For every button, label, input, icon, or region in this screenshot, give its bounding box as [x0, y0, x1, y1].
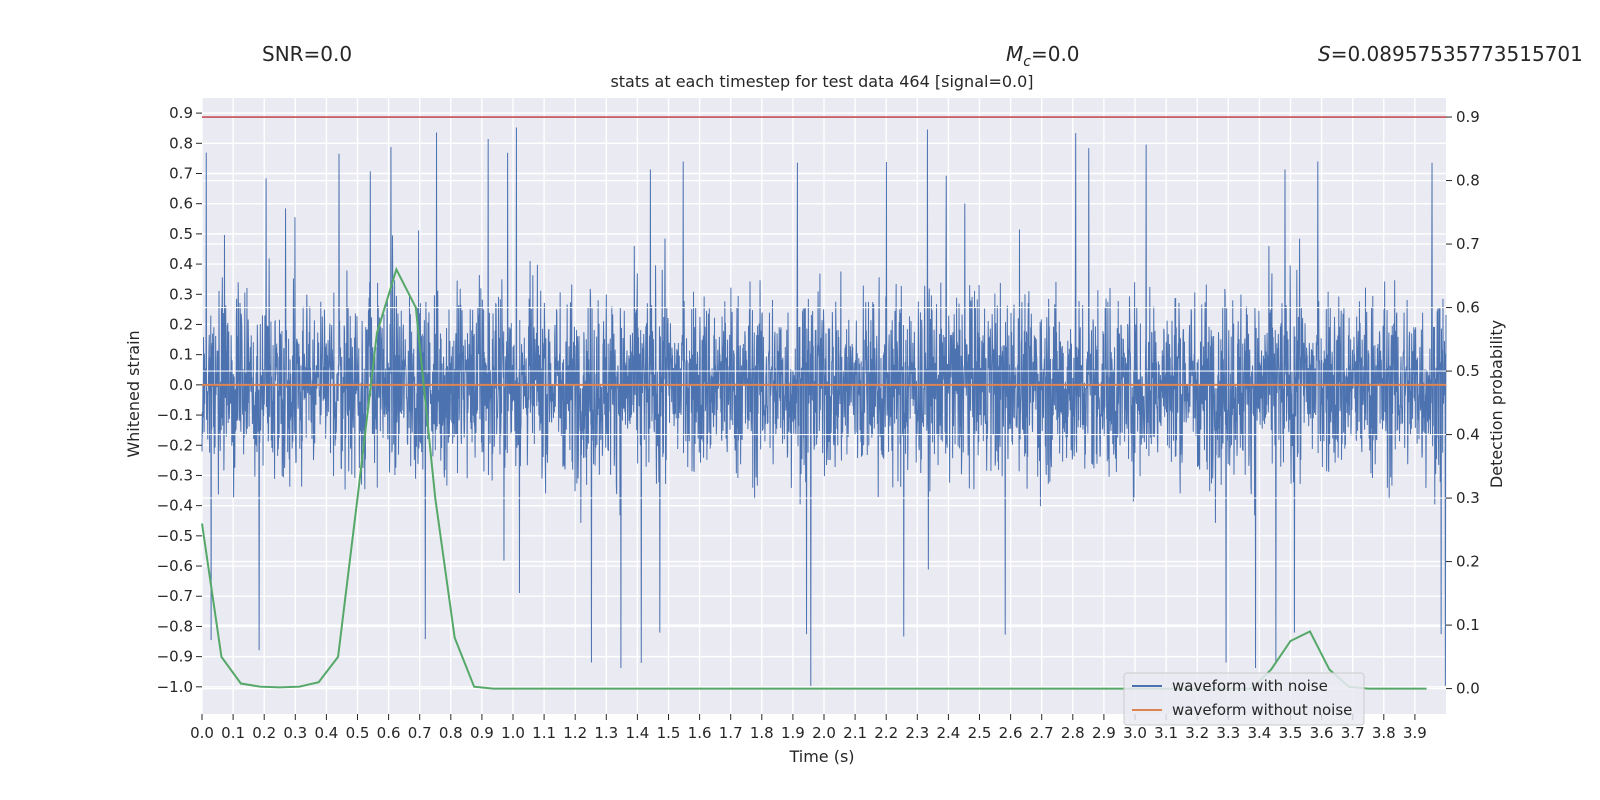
x-tick-label: 1.1 — [532, 724, 556, 742]
x-tick-label: 3.1 — [1154, 724, 1178, 742]
y2-tick-label: 0.0 — [1456, 680, 1480, 698]
y-tick-label: 0.3 — [169, 285, 193, 303]
series-noise-line — [201, 127, 1447, 686]
x-tick-label: 0.7 — [408, 724, 432, 742]
mc-value: =0.0 — [1031, 42, 1080, 66]
x-tick-label: 2.9 — [1092, 724, 1116, 742]
s-symbol: S — [1318, 42, 1331, 66]
mc-subscript: c — [1023, 54, 1031, 70]
x-tick-label: 1.9 — [781, 724, 805, 742]
y2-tick-label: 0.3 — [1456, 489, 1480, 507]
y-tick-label: 0.1 — [169, 346, 193, 364]
y-tick-label: −0.1 — [157, 406, 193, 424]
mc-header: Mc=0.0 — [1006, 42, 1080, 70]
x-tick-label: 1.8 — [750, 724, 774, 742]
y-tick-label: −0.8 — [157, 617, 193, 635]
x-tick-label: 1.3 — [594, 724, 618, 742]
x-tick-label: 3.4 — [1247, 724, 1271, 742]
x-tick-label: 3.7 — [1341, 724, 1365, 742]
y-tick-label: −0.6 — [157, 557, 193, 575]
x-tick-label: 0.2 — [252, 724, 276, 742]
y-tick-label: −1.0 — [157, 678, 193, 696]
x-tick-label: 3.9 — [1403, 724, 1427, 742]
y2-tick-label: 0.1 — [1456, 616, 1480, 634]
y2-tick-label: 0.4 — [1456, 426, 1480, 444]
y-tick-label: 0.2 — [169, 315, 193, 333]
legend-label-noise: waveform with noise — [1172, 677, 1328, 695]
y-tick-label: −0.7 — [157, 587, 193, 605]
y2-tick-label: 0.2 — [1456, 553, 1480, 571]
y-tick-label: 0.5 — [169, 225, 193, 243]
y-tick-label: −0.4 — [157, 497, 193, 515]
y2-tick-label: 0.8 — [1456, 172, 1480, 190]
x-tick-label: 0.5 — [346, 724, 370, 742]
legend: waveform with noise waveform without noi… — [1123, 672, 1365, 726]
y-tick-label: 0.9 — [169, 104, 193, 122]
x-tick-label: 0.6 — [377, 724, 401, 742]
x-tick-label: 3.6 — [1310, 724, 1334, 742]
x-tick-label: 1.0 — [501, 724, 525, 742]
x-tick-label: 1.5 — [657, 724, 681, 742]
x-tick-label: 0.9 — [470, 724, 494, 742]
x-tick-label: 3.8 — [1372, 724, 1396, 742]
y-tick-label: −0.2 — [157, 436, 193, 454]
y-tick-label: −0.5 — [157, 527, 193, 545]
y-axis-label: Whitened strain — [124, 330, 143, 457]
x-axis-label: Time (s) — [788, 747, 854, 766]
x-tick-label: 0.1 — [221, 724, 245, 742]
x-tick-label: 0.4 — [314, 724, 338, 742]
y-tick-label: 0.0 — [169, 376, 193, 394]
x-tick-label: 2.4 — [936, 724, 960, 742]
x-tick-label: 0.0 — [190, 724, 214, 742]
legend-label-clean: waveform without noise — [1172, 701, 1352, 719]
x-tick-label: 2.3 — [905, 724, 929, 742]
x-tick-label: 2.5 — [968, 724, 992, 742]
x-tick-label: 2.0 — [812, 724, 836, 742]
y2-axis-label: Detection probability — [1487, 320, 1506, 488]
y-tick-label: 0.4 — [169, 255, 193, 273]
x-tick-label: 2.8 — [1061, 724, 1085, 742]
y2-tick-label: 0.9 — [1456, 108, 1480, 126]
x-tick-label: 1.7 — [719, 724, 743, 742]
x-tick-label: 0.3 — [283, 724, 307, 742]
s-header: S=0.08957535773515701 — [1318, 42, 1583, 66]
x-tick-label: 0.8 — [439, 724, 463, 742]
y-tick-label: −0.3 — [157, 466, 193, 484]
y-tick-label: −0.9 — [157, 648, 193, 666]
x-tick-label: 2.1 — [843, 724, 867, 742]
legend-box — [1123, 672, 1365, 726]
x-tick-label: 3.3 — [1216, 724, 1240, 742]
y-tick-label: 0.6 — [169, 195, 193, 213]
y-tick-label: 0.8 — [169, 134, 193, 152]
y2-tick-label: 0.5 — [1456, 362, 1480, 380]
mc-symbol: M — [1006, 42, 1023, 66]
x-tick-label: 3.0 — [1123, 724, 1147, 742]
x-tick-label: 1.4 — [625, 724, 649, 742]
s-value: =0.08957535773515701 — [1331, 42, 1583, 66]
y2-tick-label: 0.7 — [1456, 235, 1480, 253]
y2-tick-label: 0.6 — [1456, 299, 1480, 317]
x-tick-label: 2.2 — [874, 724, 898, 742]
y-tick-label: 0.7 — [169, 164, 193, 182]
x-tick-label: 2.6 — [999, 724, 1023, 742]
snr-header: SNR=0.0 — [262, 42, 352, 66]
x-tick-label: 1.6 — [688, 724, 712, 742]
x-tick-label: 2.7 — [1030, 724, 1054, 742]
x-tick-label: 3.2 — [1185, 724, 1209, 742]
chart-title: stats at each timestep for test data 464… — [610, 72, 1033, 91]
x-tick-label: 1.2 — [563, 724, 587, 742]
x-tick-label: 3.5 — [1279, 724, 1303, 742]
